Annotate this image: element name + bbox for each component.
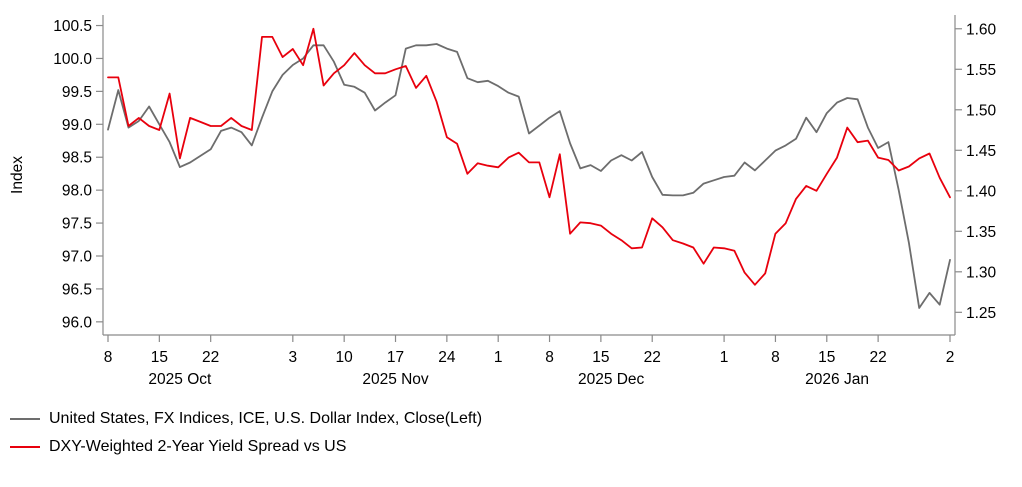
yield-spread-legend-label: DXY-Weighted 2-Year Yield Spread vs US: [49, 438, 347, 455]
left-axis: 96.0 96.5 97.0 97.5 98.0 98.5 99.0 99.5 100.0 100…: [53, 15, 104, 335]
left-axis-tick-label: 96.0: [62, 314, 93, 331]
left-axis-tick-label: 100.5: [53, 18, 92, 35]
right-axis: 1.25 1.30 1.35 1.40 1.45 1.50 1.55 1.60: [954, 15, 997, 335]
yield-spread-line: [107, 27, 951, 286]
x-axis-tick-label: 15: [818, 349, 835, 366]
x-axis-tick-label: 8: [545, 349, 554, 366]
left-axis-tick-label: 96.5: [62, 281, 92, 298]
x-axis-tick-label: 15: [151, 349, 168, 366]
legend: United States, FX Indices, ICE, U.S. Dol…: [10, 405, 482, 461]
right-axis-tick-label: 1.25: [966, 305, 996, 322]
x-axis-tick-label: 10: [336, 349, 354, 366]
x-axis-tick-label: 24: [438, 349, 456, 366]
x-axis-tick-label: 1: [720, 349, 729, 366]
right-axis-tick-label: 1.40: [966, 183, 997, 200]
x-axis-tick-label: 15: [592, 349, 609, 366]
x-axis-tick-label: 8: [771, 349, 780, 366]
usd-index-legend-label: United States, FX Indices, ICE, U.S. Dol…: [49, 410, 483, 427]
right-axis-tick-label: 1.35: [966, 224, 996, 241]
x-axis-tick-label: 2: [946, 349, 955, 366]
right-axis-tick-label: 1.50: [966, 102, 997, 119]
x-axis-month-label: 2025 Dec: [578, 371, 645, 388]
x-axis-tick-label: 3: [289, 349, 298, 366]
chart: Index 96.0 96.5 97.0 97.5 98.0 98.5 99.0 99.5 10…: [9, 15, 997, 388]
usd-index-legend-line: [10, 418, 40, 420]
left-axis-tick-label: 99.0: [62, 117, 93, 134]
left-axis-tick-label: 97.0: [62, 248, 93, 265]
left-axis-title: Index: [9, 156, 26, 194]
yield-spread-legend-line: [10, 446, 40, 448]
left-axis-tick-label: 99.5: [62, 84, 92, 101]
left-axis-tick-label: 98.0: [62, 183, 93, 200]
legend-item-usd-index: United States, FX Indices, ICE, U.S. Dol…: [10, 405, 482, 433]
x-axis-tick-label: 22: [644, 349, 661, 366]
x-axis-month-label: 2025 Nov: [362, 371, 429, 388]
x-axis-tick-label: 1: [494, 349, 503, 366]
left-axis-tick-label: 98.5: [62, 150, 92, 167]
x-axis-month-label: 2026 Jan: [805, 371, 869, 388]
chart-plot: 96.0 96.5 97.0 97.5 98.0 98.5 99.0 99.5 100.0 100…: [53, 15, 997, 388]
right-axis-tick-label: 1.55: [966, 62, 996, 79]
legend-item-yield-spread: DXY-Weighted 2-Year Yield Spread vs US: [10, 433, 482, 461]
x-axis-tick-label: 8: [104, 349, 113, 366]
x-axis-tick-label: 22: [202, 349, 219, 366]
right-axis-tick-label: 1.45: [966, 143, 996, 160]
x-axis-tick-label: 22: [869, 349, 886, 366]
left-axis-tick-label: 100.0: [53, 51, 92, 68]
left-axis-tick-label: 97.5: [62, 216, 92, 233]
right-axis-tick-label: 1.30: [966, 264, 997, 281]
x-axis-month-label: 2025 Oct: [148, 371, 212, 388]
usd-index-line: [107, 43, 951, 309]
right-axis-tick-label: 1.60: [966, 21, 997, 38]
x-axis-tick-label: 17: [387, 349, 404, 366]
